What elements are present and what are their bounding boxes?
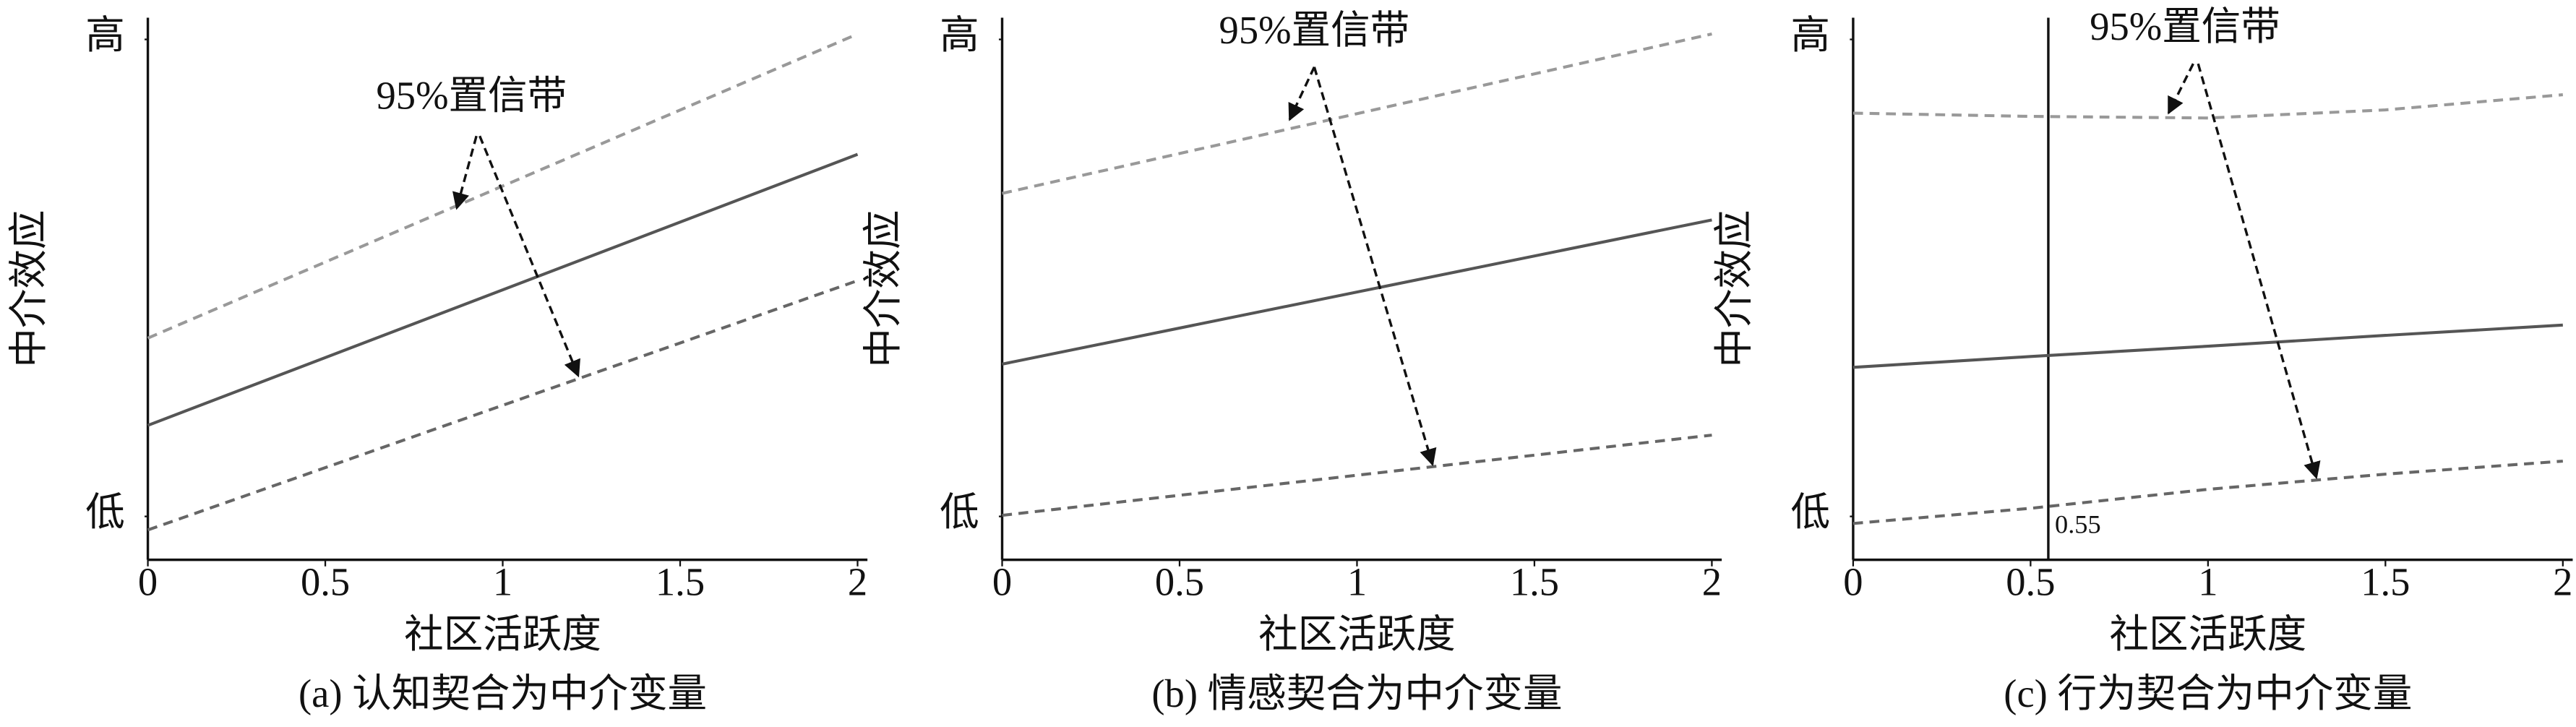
caption: (a) 认知契合为中介变量	[299, 671, 707, 715]
x-tick-label: 2	[1702, 560, 1722, 604]
reference-label: 0.55	[2055, 510, 2101, 539]
x-tick-label: 0.5	[301, 560, 350, 604]
series-line	[1852, 323, 2563, 369]
annotation-arrow	[478, 135, 580, 378]
annotation-arrow	[1313, 66, 1437, 467]
series-line	[1002, 434, 1712, 517]
x-axis-label: 社区活跃度	[1258, 612, 1456, 656]
series-line	[1852, 460, 2563, 525]
annotation-arrow	[1288, 66, 1315, 121]
series-line	[1002, 218, 1712, 366]
y-axis-label: 中介效应	[1712, 210, 1756, 367]
annotation: 95%置信带	[2090, 4, 2280, 48]
x-tick-label: 2	[848, 560, 867, 604]
y-tick-label: 低	[1791, 490, 1831, 534]
x-tick-label: 1.5	[656, 560, 705, 604]
annotation-arrow	[2167, 63, 2194, 115]
series-line	[1002, 33, 1712, 195]
y-axis-label: 中介效应	[7, 210, 51, 367]
annotation-arrow	[2197, 63, 2321, 480]
x-tick-label: 2	[2553, 560, 2572, 604]
x-tick-label: 1	[493, 560, 512, 604]
y-tick-label: 高	[1791, 13, 1831, 57]
annotation: 95%置信带	[377, 74, 567, 118]
x-tick-label: 1.5	[2361, 560, 2410, 604]
y-tick-label: 低	[85, 490, 125, 534]
y-tick-label: 高	[940, 13, 979, 57]
series-line	[147, 279, 859, 532]
x-tick-label: 1	[1347, 560, 1367, 604]
x-tick-label: 0.5	[1155, 560, 1204, 604]
x-tick-label: 0	[138, 560, 158, 604]
annotation: 95%置信带	[1219, 8, 1410, 52]
x-tick-label: 1.5	[1510, 560, 1559, 604]
caption: (c) 行为契合为中介变量	[2004, 671, 2412, 715]
x-tick-label: 0	[992, 560, 1012, 604]
y-tick-label: 低	[940, 490, 979, 534]
series-line	[1852, 93, 2563, 120]
caption: (b) 情感契合为中介变量	[1151, 671, 1562, 715]
x-axis-label: 社区活跃度	[2109, 612, 2306, 656]
series-line	[147, 33, 859, 340]
x-axis-label: 社区活跃度	[404, 612, 601, 656]
y-tick-label: 高	[85, 13, 125, 57]
y-axis-label: 中介效应	[861, 210, 905, 367]
x-tick-label: 1	[2198, 560, 2217, 604]
series-line	[147, 152, 859, 427]
x-tick-label: 0	[1843, 560, 1863, 604]
x-tick-label: 0.5	[2006, 560, 2055, 604]
